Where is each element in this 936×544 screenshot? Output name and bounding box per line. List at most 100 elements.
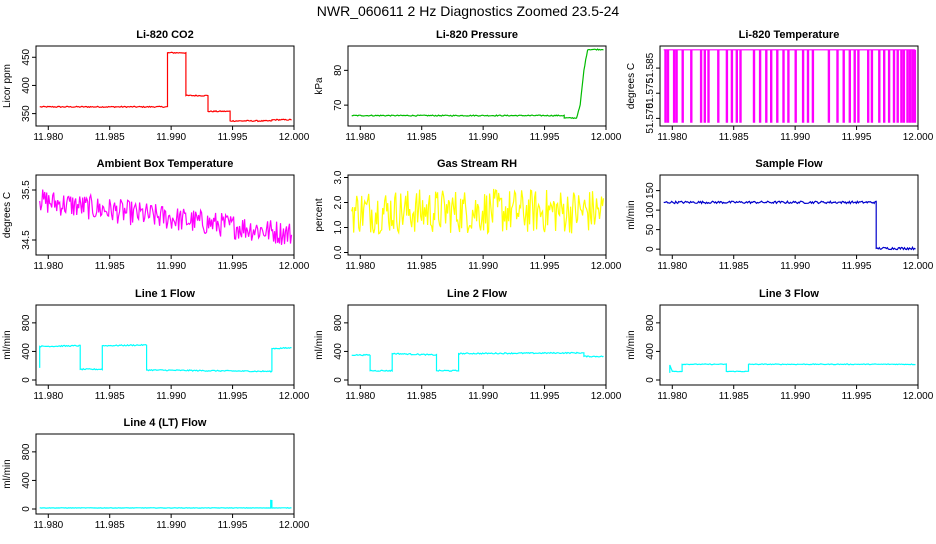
x-tick-label: 11.995 — [218, 520, 248, 531]
panel-title: Line 2 Flow — [447, 288, 507, 300]
x-tick-label: 11.995 — [218, 261, 248, 272]
x-tick-label: 11.995 — [842, 132, 872, 143]
series-line — [39, 499, 292, 509]
series-line — [351, 188, 605, 235]
x-tick-label: 11.980 — [345, 391, 375, 402]
x-tick-label: 11.990 — [156, 261, 186, 272]
y-tick-label: 100 — [645, 201, 656, 218]
x-tick-label: 11.990 — [156, 132, 186, 143]
y-axis-label: ml/min — [314, 330, 325, 359]
x-tick-label: 12.000 — [903, 391, 934, 402]
x-tick-label: 11.985 — [95, 261, 125, 272]
x-tick-label: 11.990 — [780, 391, 810, 402]
panel-title: Li-820 Temperature — [739, 29, 840, 41]
panel-title: Li-820 CO2 — [136, 29, 193, 41]
y-axis-label: ml/min — [2, 459, 13, 488]
x-tick-label: 11.995 — [530, 391, 560, 402]
panel-title: Sample Flow — [755, 158, 823, 170]
plot-frame — [35, 45, 295, 127]
plot-frame — [347, 304, 607, 386]
panel-li820-co2: Li-820 CO2 11.980 11.985 11.990 11.995 12.000… — [0, 26, 312, 156]
y-tick-label: 800 — [645, 314, 656, 331]
x-tick-label: 11.985 — [407, 261, 437, 272]
x-tick-label: 11.985 — [95, 132, 125, 143]
x-tick-label: 12.000 — [279, 520, 310, 531]
y-tick-label: 51.570 — [645, 103, 656, 134]
panel-title: Ambient Box Temperature — [97, 158, 234, 170]
y-tick-label: 0 — [333, 377, 344, 383]
x-tick-label: 11.980 — [345, 261, 375, 272]
x-tick-label: 12.000 — [903, 132, 934, 143]
y-tick-label: 0 — [645, 377, 656, 383]
series-line — [39, 343, 292, 373]
x-tick-label: 11.990 — [156, 391, 186, 402]
series-line — [351, 351, 604, 372]
series-line — [39, 51, 292, 123]
panel-title: Line 3 Flow — [759, 288, 819, 300]
x-tick-label: 11.990 — [780, 132, 810, 143]
y-axis-label: ml/min — [2, 330, 13, 359]
x-tick-label: 11.985 — [95, 520, 125, 531]
y-tick-label: 400 — [333, 343, 344, 360]
y-tick-label: 450 — [21, 48, 32, 65]
y-tick-label: 400 — [21, 343, 32, 360]
y-tick-label: 800 — [333, 314, 344, 331]
y-tick-label: 400 — [645, 343, 656, 360]
plot-frame — [347, 174, 607, 256]
y-axis-label: percent — [314, 198, 325, 232]
plot-frame — [347, 45, 607, 127]
y-tick-label: 150 — [645, 182, 656, 199]
y-tick-label: 51.575 — [645, 78, 656, 109]
y-tick-label: 800 — [21, 314, 32, 331]
x-tick-label: 11.980 — [33, 391, 63, 402]
panel-line-1-flow: Line 1 Flow 11.980 11.985 11.990 11.995 12.00… — [0, 285, 312, 415]
plot-frame — [659, 174, 919, 256]
x-tick-label: 11.980 — [657, 132, 687, 143]
panel-li820-pressure: Li-820 Pressure 11.980 11.985 11.990 11.995 1… — [312, 26, 624, 156]
figure-title: NWR_060611 2 Hz Diagnostics Zoomed 23.5-… — [316, 3, 620, 19]
y-tick-label: 3.0 — [333, 170, 344, 184]
y-axis-label: ml/min — [626, 200, 637, 229]
x-tick-label: 11.990 — [468, 261, 498, 272]
x-tick-label: 12.000 — [279, 261, 310, 272]
y-tick-label: 34.5 — [21, 230, 32, 250]
x-tick-label: 11.995 — [218, 132, 248, 143]
y-axis-label: degrees C — [2, 192, 13, 238]
x-tick-label: 11.980 — [657, 391, 687, 402]
x-tick-label: 11.995 — [842, 261, 872, 272]
x-tick-label: 12.000 — [279, 132, 310, 143]
y-axis-label: ml/min — [626, 330, 637, 359]
x-tick-label: 11.985 — [719, 261, 749, 272]
panel-gas-stream-rh: Gas Stream RH 11.980 11.985 11.990 11.995 12.… — [312, 155, 624, 285]
y-tick-label: 51.585 — [645, 52, 656, 83]
x-tick-label: 11.985 — [719, 391, 749, 402]
y-tick-label: 0 — [21, 506, 32, 512]
series-line — [39, 189, 293, 245]
y-tick-label: 400 — [21, 77, 32, 94]
panel-line-3-flow: Line 3 Flow 11.980 11.985 11.990 11.995 12.00… — [624, 285, 936, 415]
panel-ambient-box-temperature: Ambient Box Temperature 11.980 11.985 11.99… — [0, 155, 312, 285]
y-tick-label: 350 — [21, 105, 32, 122]
x-tick-label: 11.995 — [218, 391, 248, 402]
y-tick-label: 70 — [333, 99, 344, 111]
panel-li820-temperature: Li-820 Temperature 11.980 11.985 11.990 11.9… — [624, 26, 936, 156]
x-tick-label: 11.980 — [657, 261, 687, 272]
series-line — [669, 363, 916, 373]
panel-line-4-flow: Line 4 (LT) Flow 11.980 11.985 11.990 11.995… — [0, 414, 312, 544]
plot-frame — [659, 304, 919, 386]
x-tick-label: 11.985 — [719, 132, 749, 143]
x-tick-label: 11.995 — [530, 261, 560, 272]
x-tick-label: 11.980 — [33, 132, 63, 143]
panel-title: Li-820 Pressure — [436, 29, 518, 41]
panel-sample-flow: Sample Flow 11.980 11.985 11.990 11.995 12.00… — [624, 155, 936, 285]
x-tick-label: 11.980 — [33, 261, 63, 272]
x-tick-label: 11.980 — [345, 132, 375, 143]
series-line — [351, 48, 604, 120]
x-tick-label: 11.990 — [780, 261, 810, 272]
x-tick-label: 11.990 — [156, 520, 186, 531]
x-tick-label: 11.985 — [407, 132, 437, 143]
y-tick-label: 35.5 — [21, 180, 32, 200]
y-tick-label: 0 — [645, 246, 656, 252]
x-tick-label: 11.995 — [530, 132, 560, 143]
y-tick-label: 400 — [21, 472, 32, 489]
